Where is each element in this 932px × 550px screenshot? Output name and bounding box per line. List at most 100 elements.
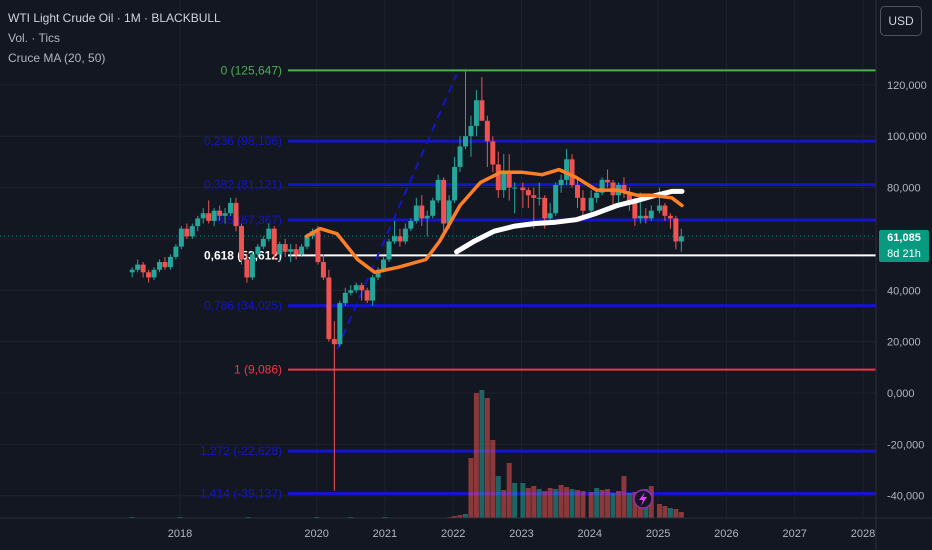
volume-bar (531, 486, 537, 518)
candle-body (402, 228, 408, 242)
candle-body (673, 218, 679, 242)
candle-body (299, 246, 305, 255)
volume-bar (569, 489, 575, 518)
volume-bar (656, 504, 662, 518)
volume-bar (468, 458, 474, 518)
volume-bar (588, 492, 594, 518)
candle-body (569, 159, 575, 185)
candle-body (206, 213, 212, 221)
fib-level-label: 0,236 (98,106) (204, 134, 282, 148)
candle-body (446, 200, 452, 224)
price-axis-label: 120,000 (887, 80, 927, 92)
candle-body (277, 244, 283, 255)
candle-body (184, 228, 190, 237)
candle-body (381, 259, 387, 270)
volume-bar (673, 509, 679, 518)
volume-indicator-label[interactable]: Vol. · Tics (8, 31, 61, 45)
volume-bar (490, 440, 496, 518)
candle-body (656, 205, 662, 211)
candle-body (129, 269, 135, 273)
volume-bar (479, 390, 485, 518)
time-axis-label: 2024 (578, 528, 602, 540)
candle-body (249, 254, 255, 278)
candle-body (462, 136, 468, 147)
candle-body (419, 205, 425, 219)
candle-body (326, 277, 332, 340)
candle-body (525, 190, 531, 196)
candle-body (479, 100, 485, 121)
volume-bar (520, 483, 526, 518)
candle-body (173, 246, 179, 257)
price-axis-label: -20,000 (887, 439, 924, 451)
volume-bar (605, 489, 611, 518)
candle-body (304, 236, 310, 247)
candle-body (413, 205, 419, 221)
candle-body (531, 195, 537, 198)
candle-body (430, 200, 436, 216)
candle-body (435, 179, 441, 201)
candle-body (211, 210, 217, 221)
candle-body (348, 290, 354, 293)
candle-body (342, 292, 348, 304)
candle-body (244, 259, 250, 278)
candle-body (648, 210, 654, 219)
candle-body (178, 228, 184, 247)
candle-body (547, 213, 553, 219)
time-axis-label: 2022 (441, 528, 465, 540)
candle-body (643, 215, 649, 219)
volume-bar (580, 491, 586, 518)
volume-bar (662, 506, 668, 518)
volume-bar (525, 488, 531, 518)
fib-level-label: 0,786 (34,025) (204, 299, 282, 313)
candle-body (222, 213, 228, 216)
price-axis-label: 20,000 (887, 337, 921, 349)
candle-body (424, 215, 430, 219)
candle-body (506, 172, 512, 188)
candle-body (588, 197, 594, 211)
candle-body (626, 192, 632, 203)
candle-body (457, 146, 463, 168)
symbol-title[interactable]: WTI Light Crude Oil · 1M · BLACKBULL (8, 11, 221, 25)
candle-body (320, 262, 326, 278)
volume-bar (547, 488, 553, 518)
candle-body (260, 238, 266, 247)
candle-body (189, 226, 195, 237)
volume-bar (626, 493, 632, 518)
time-axis-label: 2025 (646, 528, 670, 540)
currency-button[interactable]: USD (880, 6, 922, 36)
candle-body (580, 197, 586, 211)
volume-bar (501, 490, 507, 518)
bar-countdown-badge: 8d 21h (879, 246, 929, 262)
candle-body (473, 100, 479, 126)
candle-body (621, 184, 627, 193)
candle-body (637, 215, 643, 219)
fib-level-label: 0,382 (81,121) (204, 178, 282, 192)
chart-legend: WTI Light Crude Oil · 1M · BLACKBULL Vol… (8, 8, 221, 68)
volume-bar (667, 508, 673, 518)
price-axis-label: 0,000 (887, 388, 915, 400)
event-lightning-icon[interactable] (633, 489, 653, 509)
candle-body (375, 269, 381, 278)
candle-body (282, 244, 288, 252)
candle-body (370, 277, 376, 301)
price-axis-label: 80,000 (887, 183, 921, 195)
volume-bar (678, 512, 684, 518)
time-axis-label: 2028 (851, 528, 875, 540)
fib-level-label: 0 (125,647) (221, 63, 282, 77)
candle-body (293, 249, 299, 255)
candle-body (140, 264, 146, 273)
price-axis-label: -40,000 (887, 491, 924, 503)
trend-line (336, 74, 458, 350)
candle-body (553, 184, 559, 214)
candle-body (678, 236, 684, 242)
volume-bar (462, 514, 468, 518)
volume-bar (553, 489, 559, 518)
fib-level-label: 1,414 (-39,137) (200, 487, 282, 501)
candle-body (364, 290, 370, 301)
ma-cross-indicator-label[interactable]: Cruce MA (20, 50) (8, 51, 106, 65)
candle-body (408, 220, 414, 229)
candle-body (359, 285, 365, 291)
candle-body (490, 141, 496, 165)
candle-body (271, 228, 277, 255)
